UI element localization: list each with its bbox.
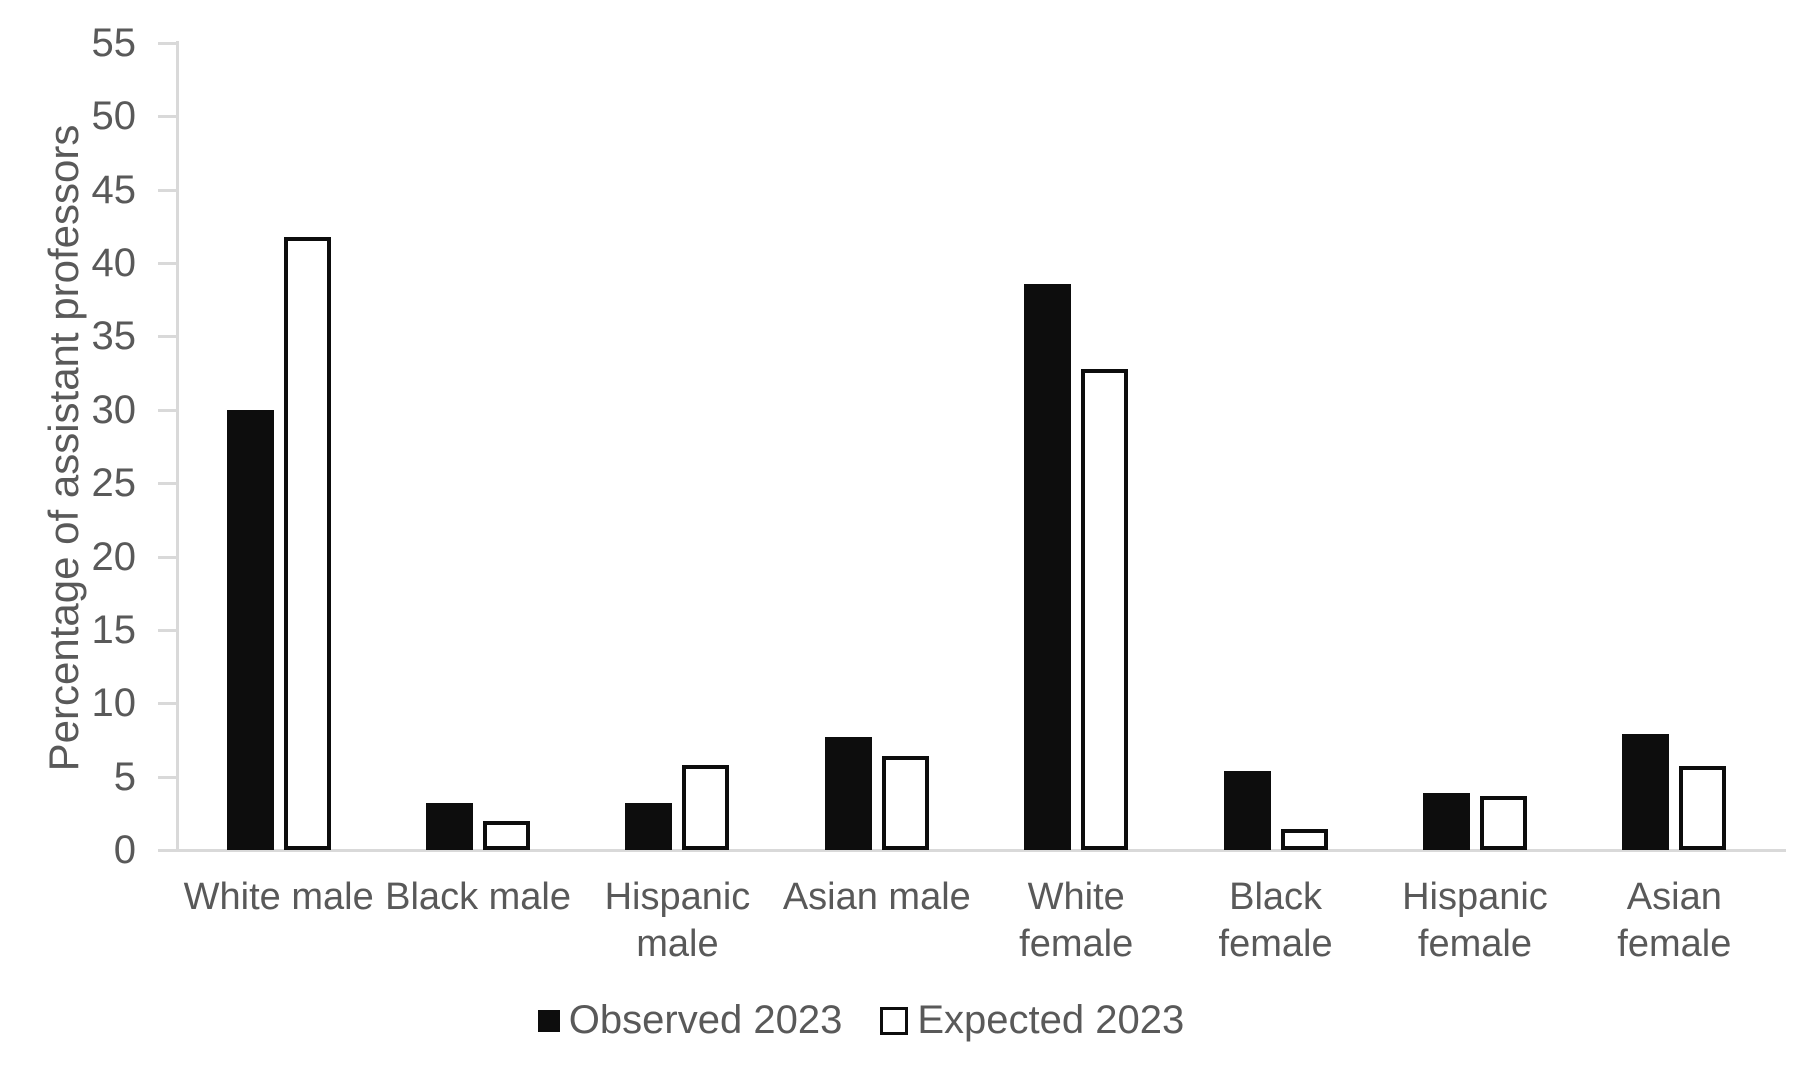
bar-group-hispanic-male: [578, 43, 777, 850]
bar-expected-2023-black-female: [1280, 829, 1328, 850]
bar-expected-2023-white-female: [1081, 369, 1129, 850]
y-axis-line: [176, 41, 179, 851]
bar-group-asian-male: [777, 43, 976, 850]
y-tick-mark-55: [158, 42, 176, 45]
y-tick-mark-15: [158, 628, 176, 632]
y-tick-mark-50: [158, 115, 176, 119]
y-tick-label-55: 55: [91, 21, 137, 65]
legend-item-expected-2023: Expected 2023: [880, 998, 1184, 1043]
y-tick-label-20: 20: [91, 534, 137, 579]
bar-observed-2023-black-female: [1223, 771, 1271, 850]
x-category-label-asian-male: Asian male: [782, 876, 971, 918]
bar-group-asian-female: [1575, 43, 1774, 850]
plot-area: [179, 43, 1774, 850]
bar-group-white-male: [179, 43, 378, 850]
bar-group-hispanic-female: [1375, 43, 1574, 850]
y-axis-title: Percentage of assistant professors: [40, 124, 87, 772]
legend-swatch-expected-2023: [880, 1006, 909, 1035]
x-category-label-asian-female: Asian female: [1617, 876, 1732, 965]
y-tick-mark-35: [158, 335, 176, 339]
bar-expected-2023-asian-female: [1679, 766, 1727, 850]
x-category-label-hispanic-female: Hispanic female: [1402, 876, 1548, 965]
y-tick-mark-40: [158, 262, 176, 266]
legend-item-observed-2023: Observed 2023: [537, 998, 843, 1043]
y-tick-mark-25: [158, 482, 176, 486]
bar-observed-2023-white-female: [1024, 284, 1072, 850]
legend-label-expected-2023: Expected 2023: [917, 998, 1185, 1042]
x-category-label-white-male: White male: [183, 876, 374, 918]
bar-expected-2023-hispanic-male: [682, 765, 730, 850]
y-tick-mark-20: [158, 555, 176, 559]
y-tick-mark-30: [158, 408, 176, 412]
x-axis-line: [158, 849, 1786, 852]
bar-expected-2023-white-male: [283, 237, 331, 850]
legend-swatch-observed-2023: [537, 1009, 560, 1032]
y-tick-label-45: 45: [91, 167, 137, 212]
bar-observed-2023-asian-female: [1622, 734, 1670, 850]
y-tick-mark-0: [158, 849, 176, 852]
y-tick-mark-10: [158, 702, 176, 706]
y-tick-label-40: 40: [91, 241, 137, 286]
bar-observed-2023-hispanic-female: [1422, 793, 1470, 850]
y-tick-label-5: 5: [113, 754, 136, 799]
y-tick-mark-45: [158, 188, 176, 192]
bar-observed-2023-asian-male: [824, 737, 872, 850]
bar-expected-2023-hispanic-female: [1479, 796, 1527, 850]
bar-observed-2023-black-male: [426, 803, 474, 850]
y-tick-mark-5: [158, 775, 176, 779]
x-category-label-black-male: Black male: [385, 876, 571, 918]
legend: Observed 2023 Expected 2023: [0, 998, 1762, 1043]
bar-group-black-male: [378, 43, 577, 850]
x-category-label-hispanic-male: Hispanic male: [604, 876, 751, 965]
x-category-label-black-female: Black female: [1218, 876, 1333, 965]
bar-group-white-female: [977, 43, 1176, 850]
bar-observed-2023-white-male: [226, 410, 274, 850]
y-tick-label-10: 10: [91, 681, 137, 726]
y-tick-label-25: 25: [91, 461, 137, 506]
x-category-label-white-female: White female: [1019, 876, 1134, 965]
bar-group-black-female: [1176, 43, 1375, 850]
legend-label-observed-2023: Observed 2023: [568, 998, 843, 1042]
y-tick-label-0: 0: [113, 828, 136, 872]
bar-expected-2023-asian-male: [881, 756, 929, 850]
y-tick-label-50: 50: [91, 94, 137, 139]
y-tick-label-35: 35: [91, 314, 137, 359]
bar-observed-2023-hispanic-male: [625, 803, 673, 850]
bar-expected-2023-black-male: [483, 821, 531, 850]
y-tick-label-30: 30: [91, 387, 137, 432]
y-tick-label-15: 15: [91, 607, 137, 652]
x-axis-labels: White male Black male Hispanic male Asian ma…: [179, 874, 1774, 984]
